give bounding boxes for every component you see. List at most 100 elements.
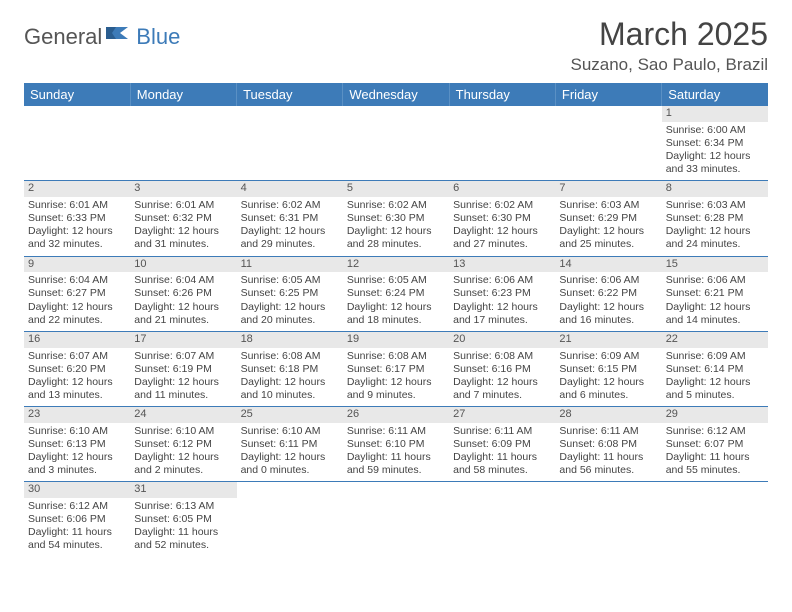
day-number: 6 [449,181,555,197]
sunset-text: Sunset: 6:21 PM [666,287,764,300]
calendar-day: 31Sunrise: 6:13 AMSunset: 6:05 PMDayligh… [130,482,236,557]
sunset-text: Sunset: 6:30 PM [347,212,445,225]
sunrise-text: Sunrise: 6:01 AM [134,199,232,212]
sunset-text: Sunset: 6:13 PM [28,438,126,451]
calendar-day: 30Sunrise: 6:12 AMSunset: 6:06 PMDayligh… [24,482,130,557]
sunrise-text: Sunrise: 6:07 AM [134,350,232,363]
sunset-text: Sunset: 6:15 PM [559,363,657,376]
daylight-text: Daylight: 12 hours and 28 minutes. [347,225,445,251]
calendar-day: 14Sunrise: 6:06 AMSunset: 6:22 PMDayligh… [555,256,661,331]
daylight-text: Daylight: 12 hours and 33 minutes. [666,150,764,176]
daylight-text: Daylight: 12 hours and 6 minutes. [559,376,657,402]
day-number: 1 [662,106,768,122]
weekday-header: Wednesday [343,83,449,106]
daylight-text: Daylight: 12 hours and 9 minutes. [347,376,445,402]
calendar-day: 28Sunrise: 6:11 AMSunset: 6:08 PMDayligh… [555,407,661,482]
daylight-text: Daylight: 12 hours and 0 minutes. [241,451,339,477]
calendar-day [449,482,555,557]
day-number: 28 [555,407,661,423]
day-number: 15 [662,257,768,273]
sunset-text: Sunset: 6:33 PM [28,212,126,225]
sunrise-text: Sunrise: 6:10 AM [28,425,126,438]
daylight-text: Daylight: 11 hours and 58 minutes. [453,451,551,477]
daylight-text: Daylight: 11 hours and 59 minutes. [347,451,445,477]
calendar-day: 24Sunrise: 6:10 AMSunset: 6:12 PMDayligh… [130,407,236,482]
calendar-day: 25Sunrise: 6:10 AMSunset: 6:11 PMDayligh… [237,407,343,482]
calendar-day: 10Sunrise: 6:04 AMSunset: 6:26 PMDayligh… [130,256,236,331]
day-number: 31 [130,482,236,498]
logo-text-blue: Blue [136,24,180,50]
daylight-text: Daylight: 12 hours and 21 minutes. [134,301,232,327]
sunrise-text: Sunrise: 6:08 AM [241,350,339,363]
daylight-text: Daylight: 11 hours and 52 minutes. [134,526,232,552]
sunrise-text: Sunrise: 6:09 AM [666,350,764,363]
daylight-text: Daylight: 11 hours and 55 minutes. [666,451,764,477]
sunrise-text: Sunrise: 6:11 AM [347,425,445,438]
calendar-day: 16Sunrise: 6:07 AMSunset: 6:20 PMDayligh… [24,331,130,406]
sunset-text: Sunset: 6:05 PM [134,513,232,526]
day-number: 26 [343,407,449,423]
sunset-text: Sunset: 6:07 PM [666,438,764,451]
calendar-table: SundayMondayTuesdayWednesdayThursdayFrid… [24,83,768,557]
sunset-text: Sunset: 6:11 PM [241,438,339,451]
flag-icon [106,25,132,50]
daylight-text: Daylight: 12 hours and 16 minutes. [559,301,657,327]
day-number: 4 [237,181,343,197]
calendar-day: 13Sunrise: 6:06 AMSunset: 6:23 PMDayligh… [449,256,555,331]
calendar-week: 30Sunrise: 6:12 AMSunset: 6:06 PMDayligh… [24,482,768,557]
daylight-text: Daylight: 12 hours and 2 minutes. [134,451,232,477]
day-number: 13 [449,257,555,273]
calendar-day: 6Sunrise: 6:02 AMSunset: 6:30 PMDaylight… [449,181,555,256]
daylight-text: Daylight: 11 hours and 54 minutes. [28,526,126,552]
sunrise-text: Sunrise: 6:07 AM [28,350,126,363]
day-number: 29 [662,407,768,423]
daylight-text: Daylight: 12 hours and 18 minutes. [347,301,445,327]
calendar-day: 9Sunrise: 6:04 AMSunset: 6:27 PMDaylight… [24,256,130,331]
calendar-day [555,106,661,181]
weekday-header: Sunday [24,83,130,106]
weekday-header: Friday [555,83,661,106]
day-number: 17 [130,332,236,348]
calendar-day: 2Sunrise: 6:01 AMSunset: 6:33 PMDaylight… [24,181,130,256]
daylight-text: Daylight: 12 hours and 25 minutes. [559,225,657,251]
day-number: 3 [130,181,236,197]
header: General Blue March 2025 Suzano, Sao Paul… [24,16,768,75]
sunrise-text: Sunrise: 6:08 AM [347,350,445,363]
daylight-text: Daylight: 12 hours and 17 minutes. [453,301,551,327]
daylight-text: Daylight: 12 hours and 29 minutes. [241,225,339,251]
sunset-text: Sunset: 6:26 PM [134,287,232,300]
calendar-body: 1Sunrise: 6:00 AMSunset: 6:34 PMDaylight… [24,106,768,557]
weekday-header: Saturday [662,83,768,106]
sunrise-text: Sunrise: 6:11 AM [453,425,551,438]
sunrise-text: Sunrise: 6:09 AM [559,350,657,363]
calendar-day: 17Sunrise: 6:07 AMSunset: 6:19 PMDayligh… [130,331,236,406]
day-number: 22 [662,332,768,348]
calendar-day: 8Sunrise: 6:03 AMSunset: 6:28 PMDaylight… [662,181,768,256]
sunset-text: Sunset: 6:28 PM [666,212,764,225]
sunset-text: Sunset: 6:19 PM [134,363,232,376]
calendar-day: 15Sunrise: 6:06 AMSunset: 6:21 PMDayligh… [662,256,768,331]
calendar-day [237,482,343,557]
calendar-day: 19Sunrise: 6:08 AMSunset: 6:17 PMDayligh… [343,331,449,406]
logo: General Blue [24,24,180,50]
day-number: 24 [130,407,236,423]
day-number: 23 [24,407,130,423]
calendar-day: 29 Sunrise: 6:12 AMSunset: 6:07 PMDayligh… [662,407,768,482]
sunrise-text: Sunrise: 6:11 AM [559,425,657,438]
daylight-text: Daylight: 12 hours and 27 minutes. [453,225,551,251]
sunrise-text: Sunrise: 6:04 AM [134,274,232,287]
calendar-day [662,482,768,557]
sunrise-text: Sunrise: 6:12 AM [666,425,764,438]
calendar-day: 7Sunrise: 6:03 AMSunset: 6:29 PMDaylight… [555,181,661,256]
sunrise-text: Sunrise: 6:02 AM [241,199,339,212]
calendar-day [237,106,343,181]
sunrise-text: Sunrise: 6:12 AM [28,500,126,513]
month-title: March 2025 [570,16,768,53]
sunset-text: Sunset: 6:22 PM [559,287,657,300]
daylight-text: Daylight: 12 hours and 14 minutes. [666,301,764,327]
calendar-day [449,106,555,181]
daylight-text: Daylight: 12 hours and 5 minutes. [666,376,764,402]
sunrise-text: Sunrise: 6:01 AM [28,199,126,212]
sunset-text: Sunset: 6:16 PM [453,363,551,376]
daylight-text: Daylight: 12 hours and 31 minutes. [134,225,232,251]
